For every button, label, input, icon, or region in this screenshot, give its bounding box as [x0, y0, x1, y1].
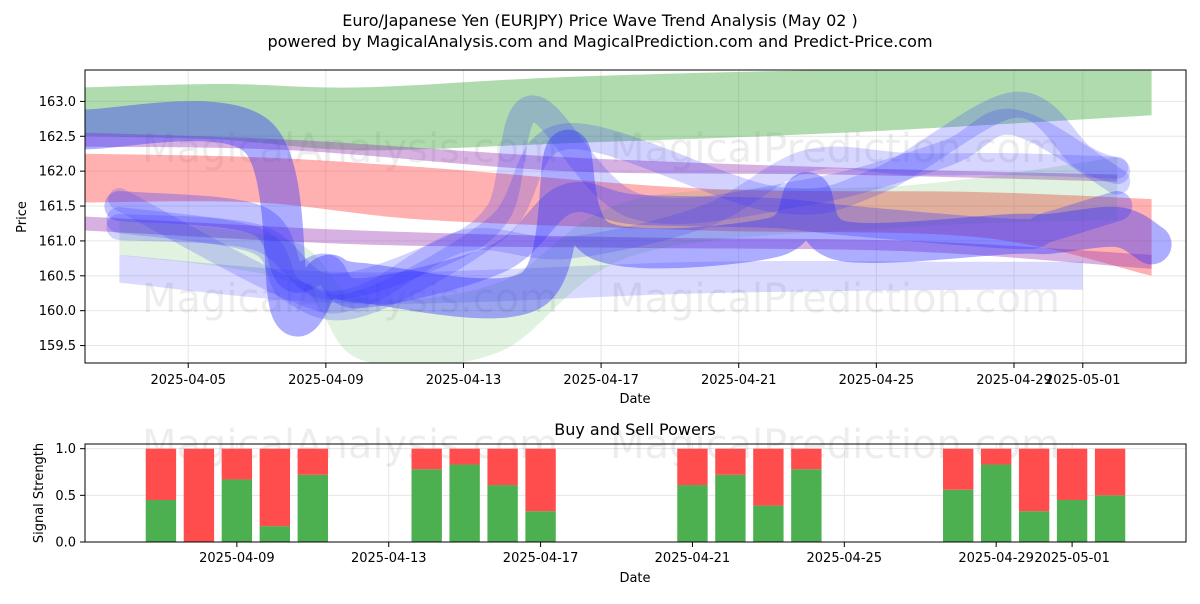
- price-x-tick-label-6: 2025-04-29: [976, 373, 1052, 388]
- price-y-axis-label: Price: [15, 201, 30, 233]
- sell-bar-2025-04-10: [259, 448, 291, 527]
- buy-bar-2025-04-17: [525, 511, 556, 542]
- price-band-3: [85, 216, 1152, 269]
- price-x-ticks: 2025-04-05 2025-04-09 2025-04-13 2025-04-17…: [150, 363, 1121, 388]
- price-y-tick-label-3: 161.0: [39, 234, 76, 249]
- price-y-tick-label-0: 159.5: [39, 339, 76, 354]
- price-y-tick-label-2: 160.5: [39, 269, 76, 284]
- price-band-1: [85, 153, 1152, 276]
- buy-bar-2025-04-15: [449, 464, 480, 542]
- signal-x-tick-label-4: 2025-04-25: [807, 551, 883, 566]
- sell-bar-2025-04-21: [677, 448, 708, 486]
- price-y-tick-label-4: 161.5: [39, 200, 76, 215]
- signal-chart-title: Buy and Sell Powers: [554, 420, 716, 439]
- buy-bar-2025-04-24: [791, 469, 822, 542]
- buy-bar-2025-04-14: [411, 469, 442, 542]
- price-wave-1: [104, 181, 1133, 309]
- buy-bar-2025-04-22: [715, 474, 746, 542]
- signal-x-tick-label-2: 2025-04-17: [503, 551, 579, 566]
- signal-y-axis-label: Signal Strength: [32, 443, 47, 543]
- buy-bar-2025-04-10: [259, 526, 291, 542]
- sell-bar-2025-04-28: [943, 448, 974, 490]
- price-x-tick-label-7: 2025-05-01: [1045, 373, 1121, 388]
- price-band-4: [119, 254, 1083, 304]
- price-x-tick-label-4: 2025-04-21: [701, 373, 777, 388]
- price-y-tick-label-5: 162.0: [39, 165, 76, 180]
- buy-bar-2025-04-07: [145, 500, 177, 542]
- price-y-ticks: 159.5 160.0 160.5 161.0 161.5 162.0 162.5 163.0: [39, 95, 85, 354]
- buy-bar-2025-04-23: [753, 505, 784, 542]
- watermark-prediction-bottom: MagicalPrediction.com: [610, 276, 1060, 322]
- signal-x-axis-label: Date: [619, 571, 650, 586]
- sell-bar-2025-04-07: [145, 448, 177, 500]
- price-wave-2: [106, 91, 1131, 321]
- signal-x-tick-label-0: 2025-04-09: [199, 551, 275, 566]
- buy-bar-2025-04-30: [1018, 511, 1050, 542]
- watermark-prediction-top: MagicalPrediction.com: [610, 126, 1060, 172]
- watermark-analysis-bottom: MagicalAnalysis.com: [142, 276, 558, 322]
- signal-bars: [145, 448, 1126, 542]
- price-x-tick-label-1: 2025-04-09: [288, 373, 364, 388]
- buy-bar-2025-04-28: [943, 489, 974, 542]
- sell-bar-2025-05-01: [1056, 448, 1088, 500]
- signal-x-tick-label-5: 2025-04-29: [958, 551, 1034, 566]
- price-wave-4: [108, 146, 1129, 314]
- price-chart: MagicalAnalysis.com MagicalPrediction.co…: [15, 69, 1187, 407]
- price-grid: [85, 70, 1186, 363]
- signal-y-tick-label-1: 0.5: [55, 489, 76, 504]
- buy-bar-2025-04-29: [980, 464, 1012, 542]
- buy-bar-2025-05-02: [1094, 495, 1126, 542]
- price-y-tick-label-7: 163.0: [39, 95, 76, 110]
- signal-x-tick-label-3: 2025-04-21: [655, 551, 731, 566]
- signal-y-ticks: 0.0 0.5 1.0: [55, 442, 85, 551]
- sell-bar-2025-04-24: [791, 448, 822, 470]
- price-x-tick-label-5: 2025-04-25: [839, 373, 915, 388]
- price-watermarks: MagicalAnalysis.com MagicalPrediction.co…: [142, 126, 1060, 322]
- signal-y-tick-label-2: 1.0: [55, 442, 76, 457]
- price-y-tick-label-1: 160.0: [39, 304, 76, 319]
- price-waves: [85, 91, 1172, 337]
- sell-bar-2025-04-09: [221, 448, 253, 480]
- price-band-0: [85, 70, 1152, 151]
- buy-bar-2025-04-21: [677, 485, 708, 542]
- sell-bar-2025-04-30: [1018, 448, 1050, 512]
- sell-bar-2025-04-08: [183, 448, 215, 542]
- sell-bar-2025-04-11: [297, 448, 328, 475]
- price-x-tick-label-0: 2025-04-05: [150, 373, 226, 388]
- buy-bar-2025-05-01: [1056, 500, 1088, 542]
- figure-title-line1: Euro/Japanese Yen (EURJPY) Price Wave Tr…: [342, 11, 858, 30]
- price-plot-frame: [84, 69, 1187, 364]
- price-band-5: [119, 157, 1118, 363]
- price-x-axis-label: Date: [619, 392, 650, 407]
- price-y-tick-label-6: 162.5: [39, 130, 76, 145]
- sell-bar-2025-04-29: [980, 448, 1012, 465]
- sell-bar-2025-04-22: [715, 448, 746, 475]
- sell-bar-2025-04-23: [753, 448, 784, 506]
- signal-x-tick-label-6: 2025-05-01: [1034, 551, 1110, 566]
- signal-x-ticks: 2025-04-09 2025-04-13 2025-04-17 2025-04-21…: [199, 542, 1110, 566]
- price-wave-3: [106, 95, 1131, 300]
- sell-bar-2025-04-16: [487, 448, 518, 486]
- watermark-analysis-top: MagicalAnalysis.com: [142, 126, 558, 172]
- buy-bar-2025-04-16: [487, 485, 518, 542]
- sell-bar-2025-04-17: [525, 448, 556, 512]
- buy-bar-2025-04-11: [297, 474, 328, 542]
- price-x-tick-label-3: 2025-04-17: [563, 373, 639, 388]
- signal-x-tick-label-1: 2025-04-13: [351, 551, 427, 566]
- buy-bar-2025-04-09: [221, 479, 253, 542]
- sell-bar-2025-04-15: [449, 448, 480, 465]
- signal-chart: Buy and Sell Powers MagicalAnalysis.com …: [32, 420, 1187, 586]
- figure-title-line2: powered by MagicalAnalysis.com and Magic…: [267, 32, 932, 51]
- price-wave-0: [85, 101, 1172, 337]
- price-band-2: [85, 132, 1118, 182]
- price-plot-background: [85, 70, 1186, 363]
- sell-bar-2025-04-14: [411, 448, 442, 470]
- sell-bar-2025-05-02: [1094, 448, 1126, 496]
- signal-y-tick-label-0: 0.0: [55, 536, 76, 551]
- price-x-tick-label-2: 2025-04-13: [426, 373, 502, 388]
- price-bands: [85, 70, 1152, 363]
- signal-plot-frame: [84, 443, 1187, 543]
